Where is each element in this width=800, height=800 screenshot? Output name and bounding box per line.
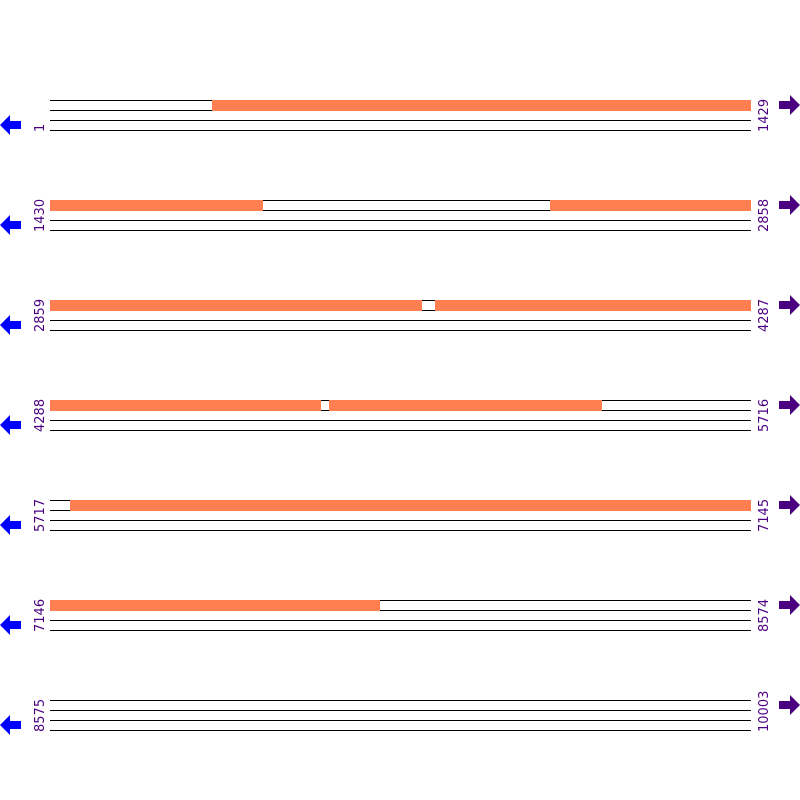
- track-line: [50, 200, 751, 201]
- arrow-left-icon[interactable]: [0, 214, 22, 236]
- track-row: 2859 4287: [0, 200, 800, 335]
- track-line: [50, 120, 751, 121]
- feature-segment[interactable]: [549, 200, 751, 211]
- track-line: [50, 210, 751, 211]
- track-line: [50, 610, 751, 611]
- arrow-right-icon[interactable]: [779, 694, 800, 716]
- feature-segment[interactable]: [50, 400, 322, 411]
- arrow-right-icon[interactable]: [779, 394, 800, 416]
- track-line: [50, 420, 751, 421]
- track-row: 4288 5716: [0, 300, 800, 435]
- arrow-right-icon[interactable]: [779, 294, 800, 316]
- track-row: 8575 10003: [0, 600, 800, 735]
- track-line: [50, 600, 751, 601]
- track-line: [50, 320, 751, 321]
- feature-segment[interactable]: [329, 400, 603, 411]
- track-line: [50, 630, 751, 631]
- track-line: [50, 720, 751, 721]
- arrow-left-icon[interactable]: [0, 314, 22, 336]
- arrow-right-icon[interactable]: [779, 94, 800, 116]
- arrow-right-icon[interactable]: [779, 194, 800, 216]
- arrow-left-icon[interactable]: [0, 414, 22, 436]
- arrow-left-icon[interactable]: [0, 114, 22, 136]
- feature-segment[interactable]: [50, 200, 264, 211]
- arrow-right-icon[interactable]: [779, 594, 800, 616]
- arrow-right-icon[interactable]: [779, 494, 800, 516]
- feature-segment[interactable]: [50, 600, 380, 611]
- track-line: [50, 230, 751, 231]
- track-line: [50, 330, 751, 331]
- track-row: 5717 7145: [0, 400, 800, 535]
- end-position-label: 10003: [757, 690, 772, 732]
- track-line: [50, 130, 751, 131]
- arrow-left-icon[interactable]: [0, 514, 22, 536]
- feature-segment[interactable]: [70, 500, 751, 511]
- track-line: [50, 220, 751, 221]
- track-row: 1430 2858: [0, 100, 800, 235]
- start-position-label: 8575: [33, 698, 48, 732]
- track-row: 1 1429: [0, 0, 800, 135]
- track-line: [50, 710, 751, 711]
- feature-segment[interactable]: [211, 100, 751, 111]
- track-line: [50, 530, 751, 531]
- feature-segment[interactable]: [50, 300, 423, 311]
- track-line: [50, 700, 751, 701]
- arrow-left-icon[interactable]: [0, 614, 22, 636]
- track-line: [50, 430, 751, 431]
- feature-segment[interactable]: [435, 300, 751, 311]
- track-line: [50, 730, 751, 731]
- track-row: 7146 8574: [0, 500, 800, 635]
- track-line: [50, 520, 751, 521]
- track-line: [50, 620, 751, 621]
- arrow-left-icon[interactable]: [0, 714, 22, 736]
